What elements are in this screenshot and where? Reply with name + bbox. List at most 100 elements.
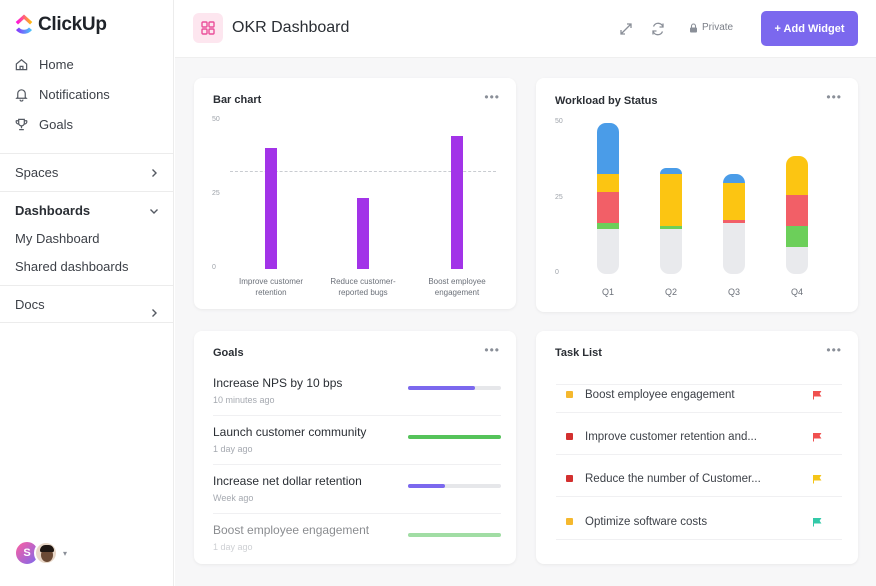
priority-flag-icon[interactable] [812,432,822,442]
privacy-toggle[interactable]: Private [689,22,733,33]
app-name: ClickUp [38,14,107,35]
sidebar: ClickUp Home Notifications Goals Spaces … [0,0,174,586]
goal-progress-bar [408,386,501,390]
card-title: Workload by Status [555,95,658,107]
x-tick-label: Improve customer retention [223,276,319,298]
task-row[interactable]: Reduce the number of Customer... [556,461,842,497]
clickup-logo[interactable]: ClickUp [14,14,107,36]
goal-row[interactable]: Launch customer community 1 day ago [213,425,501,454]
sidebar-item-my-dashboard[interactable]: My Dashboard [15,231,100,246]
priority-flag-icon[interactable] [812,517,822,527]
goal-name: Increase net dollar retention [213,474,362,488]
add-widget-button[interactable]: + Add Widget [761,11,858,46]
goal-timestamp: 1 day ago [213,542,253,552]
bar[interactable] [451,135,463,269]
y-tick-label: 25 [212,190,220,197]
y-tick-label: 0 [212,264,216,271]
private-label: Private [702,22,734,33]
goal-row[interactable]: Increase NPS by 10 bps 10 minutes ago [213,376,501,405]
bar-segment [660,225,682,229]
bar-segment [723,219,745,223]
bar-segment [660,168,682,175]
home-icon [15,59,28,71]
x-tick-label-line: retention [255,288,287,297]
stacked-bar[interactable] [597,78,619,274]
bar-segment [786,195,808,226]
x-tick-label-line: reported bugs [338,288,388,297]
bar-segment [723,183,745,220]
goal-progress-fill [408,386,475,390]
chevron-right-icon[interactable] [148,307,160,319]
goal-progress-fill [408,484,446,488]
more-options-icon[interactable]: ••• [826,343,842,357]
dashboards-label[interactable]: Dashboards [15,203,91,218]
goal-row[interactable]: Boost employee engagement 1 day ago [213,523,501,552]
y-tick-label: 50 [212,116,220,123]
caret-down-icon[interactable]: ▾ [63,548,68,558]
goals-card: Goals ••• Increase NPS by 10 bps 10 minut… [194,331,516,564]
more-options-icon[interactable]: ••• [826,90,842,104]
goal-row[interactable]: Increase net dollar retention Week ago [213,474,501,503]
goal-progress-bar [408,435,501,439]
x-tick-label: Reduce customer-reported bugs [315,276,411,298]
reference-line [230,171,496,173]
bell-icon [15,89,28,102]
goal-name: Boost employee engagement [213,523,370,537]
status-dot [566,433,573,440]
task-row[interactable]: Boost employee engagement [556,377,842,413]
stacked-bar[interactable] [660,78,682,274]
header: OKR Dashboard Private + Add Widget [175,0,876,58]
bar-segment [786,225,808,247]
status-dot [566,475,573,482]
user-menu[interactable]: S ▾ [14,540,67,566]
bar-segment [597,192,619,223]
sidebar-section-spaces[interactable]: Spaces [0,153,174,191]
bar-segment [597,228,619,274]
trophy-icon [15,118,28,131]
main-area: OKR Dashboard Private + Add Widget Bar c… [175,0,876,586]
refresh-icon[interactable] [650,21,666,37]
sidebar-item-shared-dashboards[interactable]: Shared dashboards [15,259,129,274]
more-options-icon[interactable]: ••• [484,343,500,357]
chevron-right-icon[interactable] [148,167,160,179]
bar-segment [660,228,682,274]
dashboard-icon [193,13,223,43]
bar[interactable] [357,197,369,269]
x-tick-label: Q2 [664,287,677,297]
spaces-label: Spaces [15,165,59,180]
bar-chart-card: Bar chart ••• 0 25 50 Improve customer reten… [194,78,516,309]
stacked-bar[interactable] [723,78,745,274]
workload-chart: 0 25 50 Q1 Q2 Q3 Q4 [536,78,858,312]
sidebar-item-notifications[interactable]: Notifications [14,87,110,102]
goal-timestamp: Week ago [213,493,254,503]
sidebar-section-docs[interactable]: Docs [0,285,174,323]
x-tick-label-line: Reduce customer- [330,277,396,286]
sidebar-item-goals[interactable]: Goals [14,117,73,132]
task-row[interactable]: Improve customer retention and... [556,419,842,455]
sidebar-section-dashboards: Dashboards My Dashboard Shared dashboard… [0,191,174,285]
task-row[interactable]: Optimize software costs [556,504,842,540]
divider [213,464,501,465]
bar-segment [786,246,808,274]
x-tick-label: Q4 [790,287,803,297]
goal-progress-fill [408,435,501,439]
divider [213,513,501,514]
sidebar-item-label: Notifications [39,87,110,102]
bar[interactable] [265,147,277,269]
bar-segment [597,222,619,229]
chevron-down-icon[interactable] [148,205,160,217]
stacked-bar[interactable] [786,78,808,274]
priority-flag-icon[interactable] [812,474,822,484]
task-name: Reduce the number of Customer... [585,472,761,485]
priority-flag-icon[interactable] [812,390,822,400]
x-tick-label: Boost employee engagement [409,276,505,298]
sidebar-item-label: Home [39,57,74,72]
goal-progress-fill [408,533,501,537]
expand-icon[interactable] [618,21,634,37]
sidebar-item-home[interactable]: Home [14,57,74,72]
sidebar-item-label: Goals [39,117,73,132]
more-options-icon[interactable]: ••• [484,90,500,104]
status-dot [566,391,573,398]
bar-chart: 0 25 50 Improve customer retention Reduce cus… [194,78,516,309]
goal-progress-bar [408,533,501,537]
